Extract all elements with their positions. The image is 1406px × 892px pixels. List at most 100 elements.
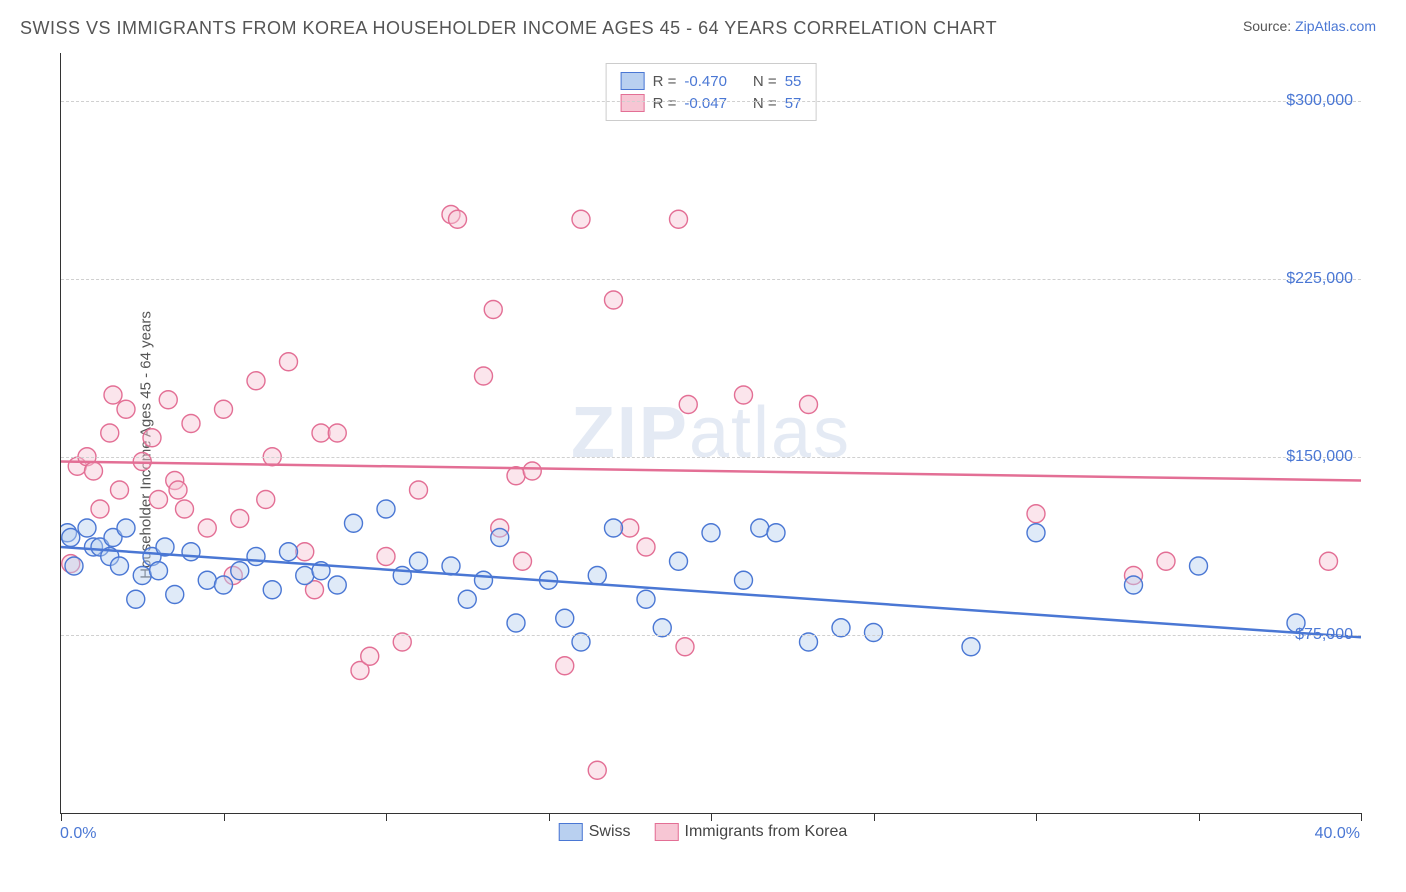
data-point-korea — [312, 424, 330, 442]
legend-swatch-swiss — [559, 823, 583, 841]
data-point-korea — [1320, 552, 1338, 570]
data-point-swiss — [702, 524, 720, 542]
data-point-swiss — [458, 590, 476, 608]
data-point-korea — [143, 429, 161, 447]
data-point-korea — [111, 481, 129, 499]
trend-line-korea — [61, 462, 1361, 481]
data-point-swiss — [767, 524, 785, 542]
y-tick-label: $150,000 — [1286, 448, 1353, 466]
chart-container: Householder Income Ages 45 - 64 years ZI… — [0, 45, 1406, 845]
data-point-swiss — [182, 543, 200, 561]
data-point-korea — [1157, 552, 1175, 570]
data-point-swiss — [133, 567, 151, 585]
data-point-korea — [670, 210, 688, 228]
data-point-swiss — [328, 576, 346, 594]
scatter-svg — [61, 53, 1361, 813]
data-point-korea — [637, 538, 655, 556]
data-point-swiss — [62, 529, 80, 547]
data-point-korea — [169, 481, 187, 499]
data-point-korea — [117, 400, 135, 418]
y-tick-label: $225,000 — [1286, 270, 1353, 288]
data-point-swiss — [588, 567, 606, 585]
data-point-korea — [328, 424, 346, 442]
data-point-korea — [735, 386, 753, 404]
data-point-korea — [449, 210, 467, 228]
data-point-korea — [257, 491, 275, 509]
data-point-swiss — [751, 519, 769, 537]
data-point-korea — [676, 638, 694, 656]
data-point-swiss — [962, 638, 980, 656]
data-point-swiss — [410, 552, 428, 570]
data-point-korea — [556, 657, 574, 675]
data-point-korea — [621, 519, 639, 537]
legend-item-swiss: Swiss — [559, 823, 631, 841]
data-point-swiss — [377, 500, 395, 518]
legend-label-swiss: Swiss — [589, 823, 631, 841]
data-point-swiss — [507, 614, 525, 632]
data-point-swiss — [127, 590, 145, 608]
data-point-swiss — [735, 571, 753, 589]
data-point-swiss — [345, 514, 363, 532]
data-point-korea — [377, 548, 395, 566]
data-point-swiss — [475, 571, 493, 589]
x-axis-min-label: 0.0% — [60, 825, 96, 843]
data-point-korea — [800, 396, 818, 414]
data-point-swiss — [215, 576, 233, 594]
data-point-swiss — [231, 562, 249, 580]
data-point-korea — [247, 372, 265, 390]
legend-item-korea: Immigrants from Korea — [655, 823, 848, 841]
data-point-swiss — [1125, 576, 1143, 594]
data-point-swiss — [865, 624, 883, 642]
data-point-swiss — [111, 557, 129, 575]
data-point-swiss — [280, 543, 298, 561]
data-point-korea — [572, 210, 590, 228]
data-point-korea — [410, 481, 428, 499]
data-point-swiss — [670, 552, 688, 570]
data-point-swiss — [166, 586, 184, 604]
y-tick-label: $300,000 — [1286, 92, 1353, 110]
data-point-korea — [484, 301, 502, 319]
source-prefix: Source: — [1243, 18, 1295, 34]
data-point-swiss — [556, 609, 574, 627]
data-point-swiss — [263, 581, 281, 599]
y-tick-label: $75,000 — [1295, 626, 1353, 644]
data-point-korea — [104, 386, 122, 404]
data-point-swiss — [78, 519, 96, 537]
data-point-korea — [91, 500, 109, 518]
chart-title: SWISS VS IMMIGRANTS FROM KOREA HOUSEHOLD… — [20, 18, 997, 39]
data-point-swiss — [491, 529, 509, 547]
data-point-swiss — [65, 557, 83, 575]
data-point-swiss — [605, 519, 623, 537]
data-point-korea — [231, 510, 249, 528]
data-point-korea — [159, 391, 177, 409]
source-link[interactable]: ZipAtlas.com — [1295, 18, 1376, 34]
data-point-korea — [679, 396, 697, 414]
data-point-swiss — [117, 519, 135, 537]
data-point-swiss — [247, 548, 265, 566]
data-point-swiss — [1027, 524, 1045, 542]
data-point-korea — [280, 353, 298, 371]
source-attribution: Source: ZipAtlas.com — [1243, 18, 1376, 34]
data-point-korea — [475, 367, 493, 385]
data-point-korea — [215, 400, 233, 418]
data-point-korea — [605, 291, 623, 309]
data-point-swiss — [442, 557, 460, 575]
data-point-korea — [588, 761, 606, 779]
data-point-swiss — [296, 567, 314, 585]
legend-label-korea: Immigrants from Korea — [685, 823, 848, 841]
data-point-swiss — [150, 562, 168, 580]
data-point-korea — [1027, 505, 1045, 523]
data-point-swiss — [198, 571, 216, 589]
legend-swatch-korea — [655, 823, 679, 841]
series-legend: Swiss Immigrants from Korea — [559, 823, 848, 841]
x-axis-max-label: 40.0% — [1315, 825, 1360, 843]
data-point-korea — [523, 462, 541, 480]
data-point-korea — [361, 647, 379, 665]
data-point-korea — [514, 552, 532, 570]
data-point-korea — [296, 543, 314, 561]
data-point-swiss — [637, 590, 655, 608]
data-point-korea — [176, 500, 194, 518]
data-point-korea — [198, 519, 216, 537]
data-point-swiss — [1190, 557, 1208, 575]
data-point-korea — [101, 424, 119, 442]
